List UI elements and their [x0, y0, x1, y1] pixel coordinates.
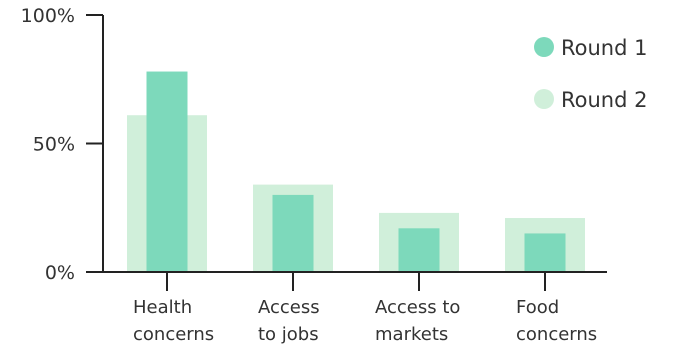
category-label: Health concerns — [133, 297, 214, 344]
bar-round-1-1 — [272, 194, 314, 272]
legend-label-round-2: Round 2 — [561, 88, 647, 112]
legend: Round 1 Round 2 — [534, 36, 647, 112]
bar-round-1-2 — [398, 228, 440, 272]
category-label: Access to markets — [375, 297, 460, 344]
bar-round-1-0 — [146, 71, 188, 272]
x-axis-labels: Health concerns Access to jobs Access to mark… — [133, 297, 597, 344]
y-tick-label: 100% — [21, 5, 75, 27]
round-1-bars — [146, 71, 566, 272]
category-label: Food concerns — [516, 297, 597, 344]
legend-swatch-round-2 — [534, 89, 554, 109]
y-axis-ticks: 0% 50% 100% — [21, 5, 103, 284]
round-2-bars — [127, 115, 585, 272]
legend-label-round-1: Round 1 — [561, 36, 647, 60]
bar-round-1-3 — [524, 233, 566, 272]
y-tick-label: 50% — [33, 134, 75, 156]
legend-swatch-round-1 — [534, 37, 554, 57]
y-tick-label: 0% — [45, 262, 75, 284]
category-label: Access to jobs — [258, 297, 320, 344]
